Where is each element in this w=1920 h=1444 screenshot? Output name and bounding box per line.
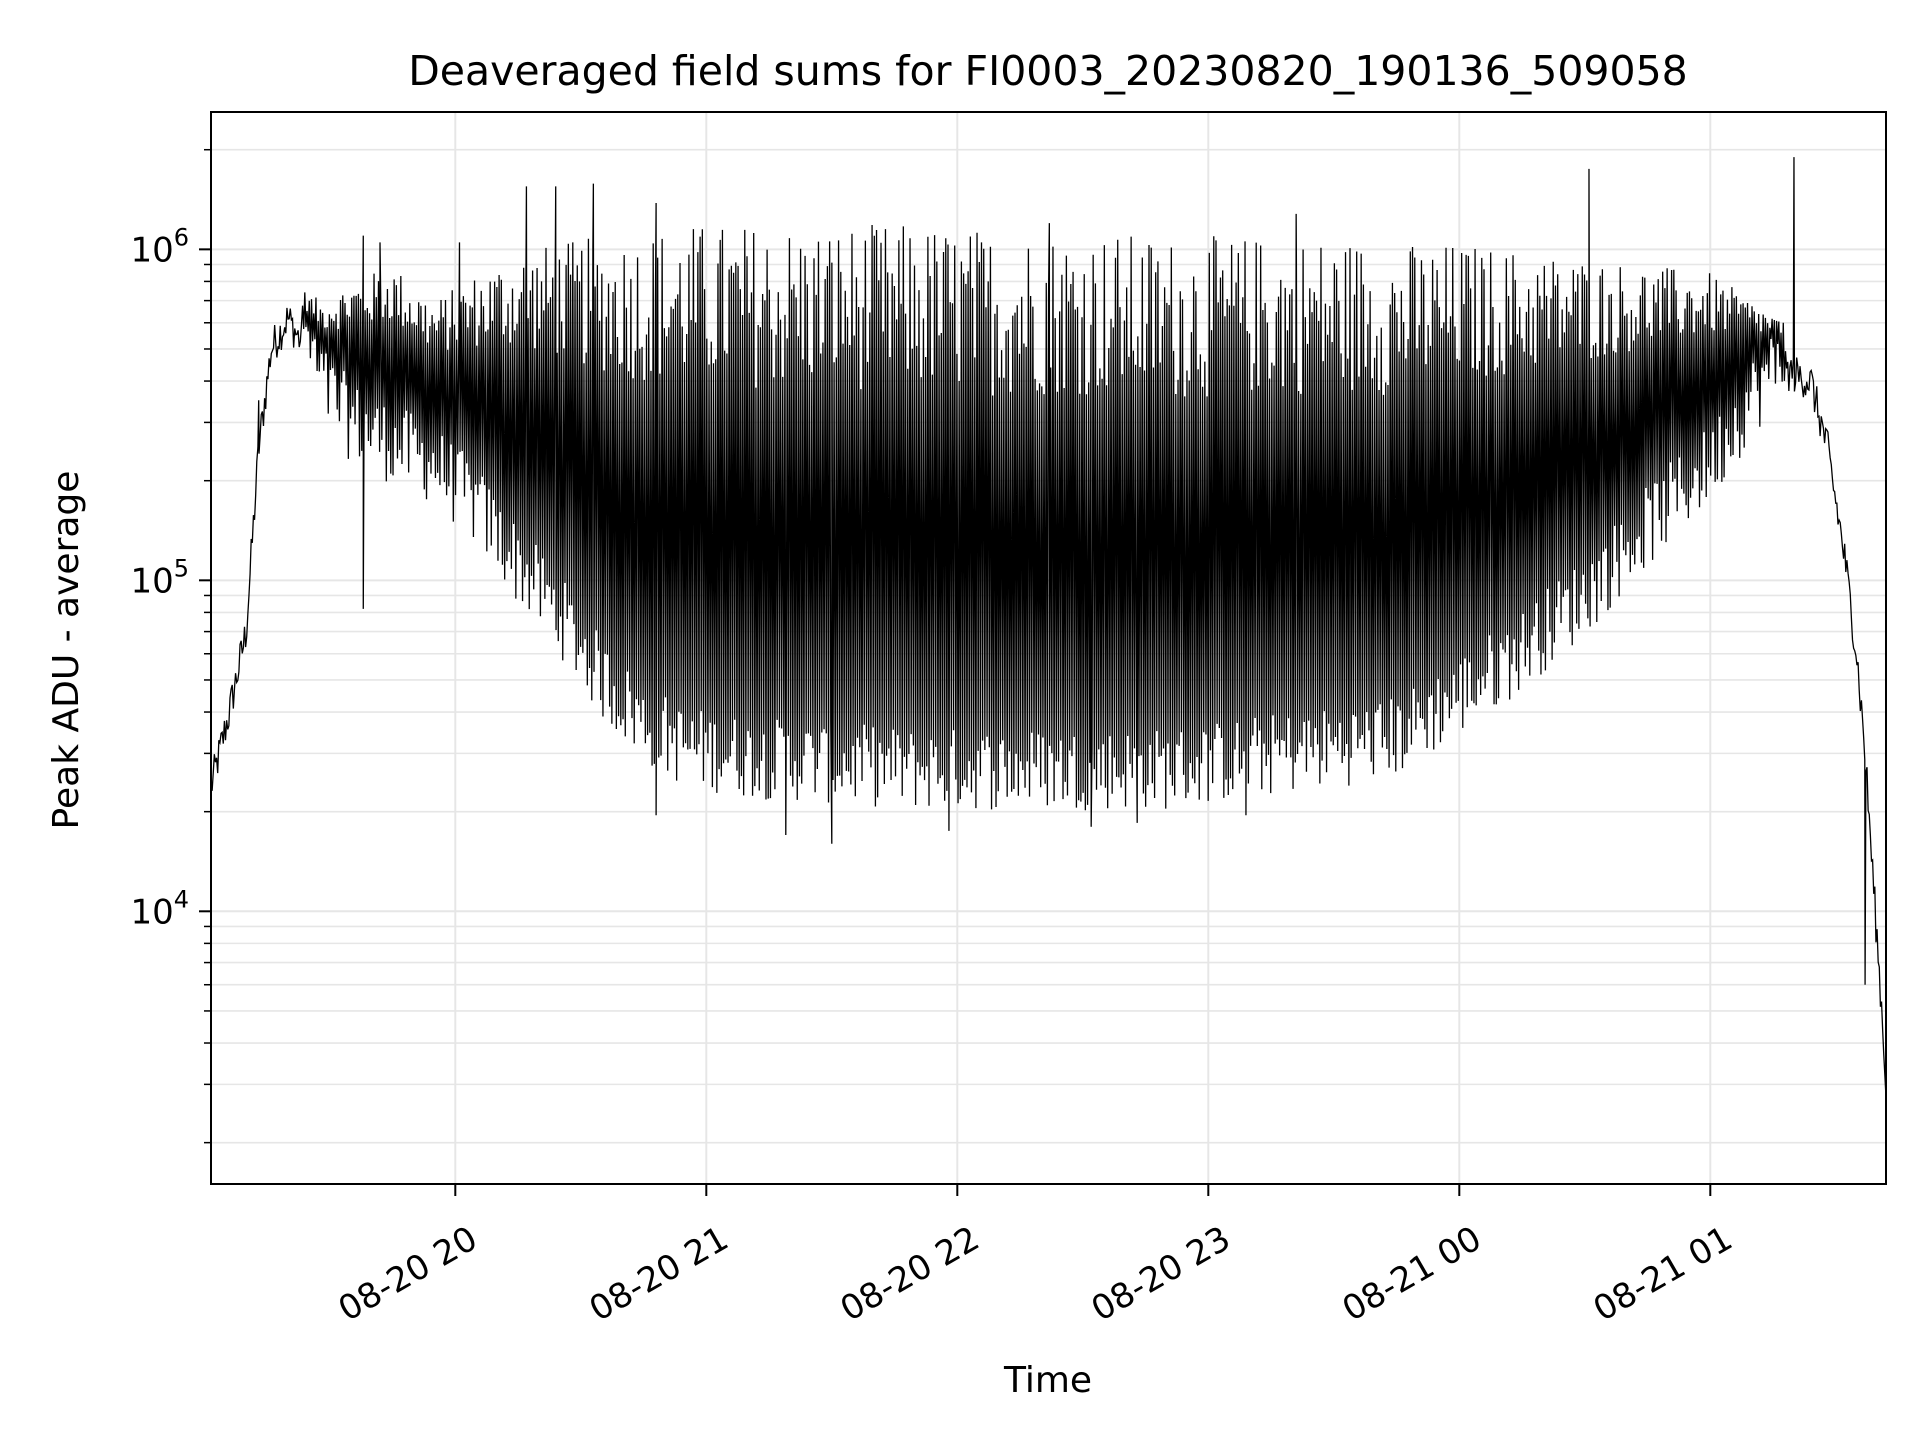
series-line (210, 157, 1887, 1098)
y-tick-label: 106 (130, 223, 189, 270)
plot-frame (210, 111, 1887, 1185)
y-tick-base: 10 (130, 892, 173, 932)
series-group (210, 157, 1887, 1098)
y-tick-base: 10 (130, 230, 173, 270)
y-tick-label: 104 (130, 885, 189, 932)
y-tick-exponent: 5 (174, 554, 189, 582)
y-axis-label: Peak ADU - average (46, 471, 87, 830)
chart-title: Deaveraged field sums for FI0003_2023082… (408, 47, 1688, 95)
y-tick-base: 10 (130, 561, 173, 601)
x-axis-label: Time (1003, 1360, 1092, 1401)
y-tick-exponent: 6 (174, 223, 189, 251)
y-tick-label: 105 (130, 554, 189, 601)
y-tick-exponent: 4 (174, 885, 189, 913)
